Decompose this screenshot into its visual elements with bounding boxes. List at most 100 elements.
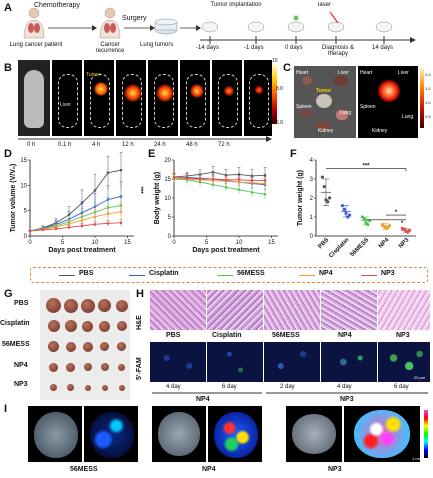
organ-label: Heart (360, 70, 373, 76)
excised-tumor (99, 320, 110, 332)
data-point (198, 177, 202, 181)
day-label: 6 day (394, 384, 409, 390)
data-point (93, 215, 97, 219)
row-label: H&E (136, 315, 143, 330)
imaging-frame (116, 60, 146, 136)
data-point (237, 188, 241, 191)
mouse-icon (287, 21, 305, 33)
tumor-slice-fluor (208, 406, 262, 462)
lung-tumors-label: Lung tumors (140, 42, 174, 48)
day-label: 2 day (280, 384, 295, 390)
time-label: 0 h (27, 142, 36, 148)
data-point (320, 175, 324, 179)
x-axis-label: Days post treatment (192, 247, 260, 254)
fam-image (321, 342, 377, 382)
data-point (342, 207, 346, 211)
series-line (173, 177, 266, 185)
significance-label: * (401, 221, 404, 227)
legend-item: PBS (79, 270, 94, 277)
laser-label: laser (318, 2, 332, 8)
group-label: NP4 (202, 466, 216, 473)
patient-label: Lung cancer patient (9, 42, 63, 48)
data-point (106, 222, 110, 225)
day-label: -1 days (244, 45, 264, 51)
group-label: 56MESS (70, 466, 98, 473)
scale-bar-label: 20 μm (414, 375, 426, 380)
group-label: NP3 (340, 396, 354, 403)
excised-tumor (63, 298, 78, 313)
he-image (321, 290, 377, 330)
series-line (29, 211, 122, 232)
data-point (344, 211, 348, 215)
row-label: NP4 (14, 362, 28, 369)
excised-tumor (100, 363, 109, 371)
data-point (119, 221, 123, 225)
panel-label-b: B (4, 62, 12, 74)
organ-label: Liver (338, 70, 349, 76)
organ-label: Lung (340, 110, 352, 116)
mouse-icon (375, 21, 393, 33)
time-label: 0.1 h (58, 142, 72, 148)
x-tick-label: NP3 (398, 237, 411, 250)
imaging-frame: Tumor (84, 60, 114, 136)
data-point (119, 168, 123, 172)
day-label: 6 day (222, 384, 237, 390)
x-tick-label: NP4 (378, 237, 391, 250)
data-point (340, 204, 344, 208)
tumor-slice-fluor (344, 406, 420, 462)
time-label: 24 h (154, 142, 166, 148)
data-point (408, 228, 412, 232)
y-tick-label: 5 (24, 209, 28, 215)
excised-tumor (47, 320, 60, 332)
column-label: NP3 (396, 332, 410, 339)
excised-tumor (118, 363, 125, 371)
imaging-frame (212, 60, 242, 136)
fam-image (378, 342, 430, 382)
excised-tumor (48, 341, 59, 352)
fam-image (150, 342, 206, 382)
time-label: 72 h (218, 142, 230, 148)
x-tick-label: 5 (205, 240, 209, 246)
data-point (237, 178, 241, 182)
legend-item: Cisplatin (149, 270, 179, 277)
x-tick-label: 15 (124, 240, 131, 246)
fam-image (207, 342, 263, 382)
data-point (106, 171, 110, 174)
data-point (119, 210, 123, 213)
x-tick-label: 15 (268, 240, 275, 246)
data-point (211, 177, 215, 181)
excised-tumor (46, 298, 61, 313)
he-image (150, 290, 206, 330)
group-label: NP3 (328, 466, 342, 473)
timeline-graphic (23, 7, 416, 44)
excised-tumor (83, 363, 92, 371)
data-point (250, 179, 254, 182)
excised-tumor (49, 362, 58, 372)
colorbar-i (424, 410, 428, 458)
excised-tumor (115, 299, 128, 312)
colorbar-b (272, 64, 277, 124)
y-axis-label: Body weight (g) (154, 172, 161, 225)
panel-label-d: D (4, 148, 12, 160)
patient-figure (23, 7, 45, 39)
legend-item: 56MESS (237, 270, 265, 277)
data-point (80, 224, 84, 228)
x-tick-label: 10 (92, 240, 99, 246)
day-label: 4 day (337, 384, 352, 390)
row-label: Cisplatin (0, 320, 30, 327)
x-tick-label: 10 (236, 240, 243, 246)
y-tick-label: 15 (164, 177, 171, 183)
panel-label-a: A (4, 2, 12, 14)
tumor-slice-bright (286, 406, 342, 462)
organ-photo (294, 66, 356, 138)
tumor-volume-chart: 0 5 10 15 0 5 10 15 Days post treatment Tumor vol… (10, 152, 143, 254)
data-point (263, 179, 267, 182)
he-image (378, 290, 430, 330)
y-tick-label: 15 (20, 158, 27, 164)
excised-tumor (118, 384, 125, 391)
tumor-implantation-label: Tumor implantation (210, 2, 262, 8)
organ-label: Spleen (360, 104, 376, 110)
series-line (29, 205, 122, 232)
excised-tumor (66, 362, 75, 372)
y-tick-label: 2 (310, 196, 314, 202)
